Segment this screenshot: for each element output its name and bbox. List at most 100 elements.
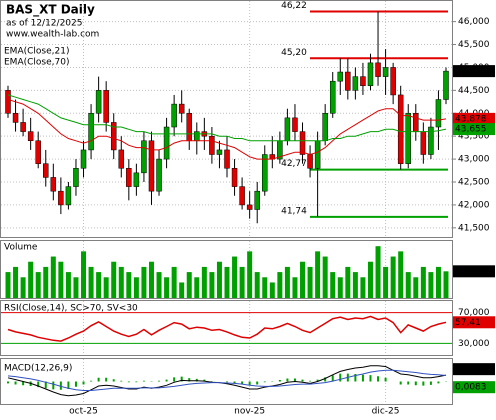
candle-body — [231, 168, 238, 187]
candle-body — [352, 76, 359, 91]
candle-body — [80, 149, 87, 169]
macd-line — [7, 365, 447, 397]
histogram-bar — [105, 377, 108, 382]
rsi-line — [7, 315, 447, 342]
x-tick-label: dic-25 — [372, 407, 400, 417]
candle-body — [156, 158, 162, 192]
value-tag-label: 57,41 — [455, 318, 481, 328]
value-tag — [453, 123, 495, 136]
x-tick-label: nov-25 — [234, 407, 265, 417]
histogram-bar — [354, 374, 357, 382]
rsi-panel — [0, 300, 453, 356]
candle-body — [345, 71, 351, 91]
value-tag — [453, 112, 495, 125]
histogram-bar — [278, 380, 281, 382]
candle-body — [413, 113, 419, 132]
volume-bar — [111, 261, 117, 298]
y-tick-label: 30,000 — [458, 339, 490, 349]
histogram-bar — [195, 378, 198, 382]
macd-line — [7, 369, 447, 391]
volume-bar — [247, 251, 253, 298]
volume-bar — [405, 272, 411, 298]
histogram-bar — [7, 381, 9, 384]
histogram-bar — [67, 381, 70, 389]
candle-body — [360, 76, 366, 87]
volume-bar — [277, 272, 283, 298]
volume-bar — [118, 266, 124, 298]
value-tag-label: 0,0083 — [455, 383, 487, 393]
y-tick-label: 42,500 — [458, 178, 490, 188]
volume-bar — [428, 272, 434, 298]
legend-entry: EMA(Close,21) — [4, 47, 69, 57]
volume-bar — [322, 256, 328, 298]
candle-body — [103, 90, 109, 123]
volume-bar — [43, 266, 49, 298]
candle-body — [314, 140, 321, 169]
histogram-bar — [59, 381, 62, 390]
candle-body — [443, 70, 449, 100]
volume-bar — [216, 261, 222, 298]
volume-bar — [194, 277, 200, 298]
histogram-bar — [112, 379, 115, 382]
volume-bar — [315, 251, 321, 298]
volume-bar — [186, 272, 192, 298]
histogram-bar — [74, 381, 77, 387]
volume-bar — [179, 282, 185, 298]
volume-bar — [50, 256, 56, 298]
histogram-bar — [165, 379, 168, 382]
candle-body — [246, 204, 253, 210]
histogram-bar — [188, 378, 191, 382]
histogram-bar — [256, 381, 259, 385]
price-panel — [0, 0, 453, 238]
volume-bar — [284, 266, 290, 298]
candle-body — [88, 113, 94, 151]
level-label: 41,74 — [281, 206, 307, 216]
volume-bar — [88, 266, 94, 298]
source: www.wealth-lab.com — [6, 30, 99, 40]
histogram-bar — [407, 381, 410, 385]
ema-line — [7, 94, 447, 142]
histogram-bar — [316, 379, 319, 382]
histogram-bar — [22, 381, 25, 386]
candle-body — [50, 177, 57, 192]
volume-bar — [209, 272, 215, 298]
volume-bar — [28, 261, 34, 298]
panel-label: MACD(12,26,9) — [4, 364, 72, 374]
volume-bar — [232, 256, 238, 298]
value-tag — [453, 363, 495, 376]
histogram-bar — [437, 381, 440, 384]
histogram-bar — [127, 381, 130, 383]
volume-bar — [390, 256, 396, 298]
volume-bar — [254, 272, 260, 298]
value-tag — [453, 316, 495, 329]
candle-body — [43, 163, 49, 178]
candle-body — [375, 62, 381, 77]
volume-bar — [413, 277, 419, 298]
volume-bar — [58, 261, 64, 298]
histogram-bar — [286, 378, 289, 382]
histogram-bar — [82, 381, 85, 385]
volume-bar — [330, 272, 336, 298]
histogram-bar — [399, 381, 402, 385]
chart-title: BAS_XT Daily — [6, 3, 95, 18]
y-tick-label: 44,500 — [458, 86, 490, 96]
volume-bar — [337, 277, 343, 298]
histogram-bar — [309, 380, 312, 382]
volume-bar — [360, 277, 366, 298]
candle-body — [254, 190, 260, 210]
value-tag-label: 43,878 — [455, 114, 487, 124]
candle-body — [5, 90, 11, 114]
candle-body — [262, 154, 268, 192]
histogram-bar — [14, 381, 17, 385]
candle-body — [178, 103, 185, 114]
subtitle: as of 12/12/2025 — [6, 19, 82, 29]
candle-body — [292, 117, 298, 132]
histogram-bar — [37, 381, 40, 388]
volume-bar — [103, 277, 109, 298]
histogram-bar — [422, 381, 425, 386]
value-tag-label: 0,1694 — [455, 365, 487, 375]
y-tick-label: 42,000 — [458, 200, 490, 210]
volume-bar — [13, 266, 19, 298]
value-tag-label: 5,15 M — [455, 267, 486, 277]
